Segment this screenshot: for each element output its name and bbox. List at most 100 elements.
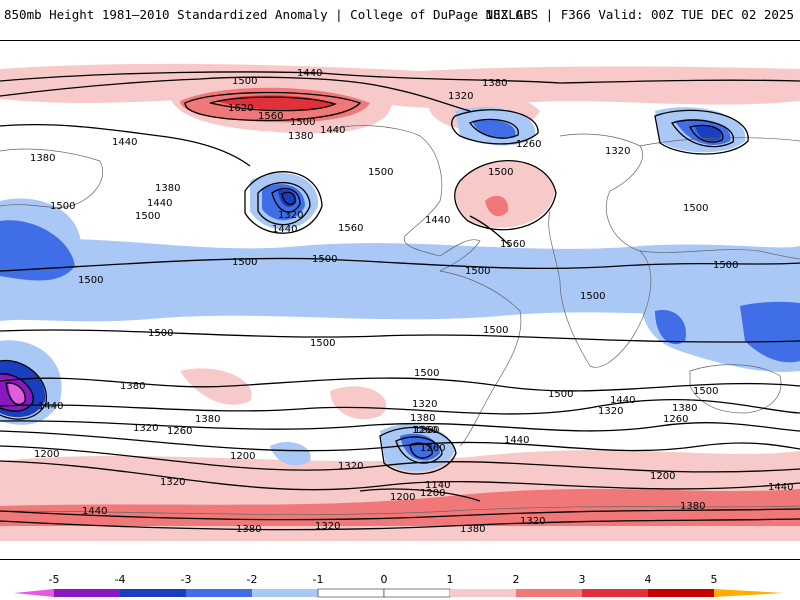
- shade-neg1-tropics: [0, 238, 800, 322]
- contour-1380-antarctic: [0, 508, 800, 521]
- contour-indian-south-low-3: [5, 382, 26, 406]
- contour-south-pacific-low-2: [395, 436, 443, 464]
- contour-1500-tropics: [0, 257, 800, 272]
- shade-pos1-south-atlantic: [330, 386, 387, 420]
- contour-nepac-low-4: [281, 191, 296, 205]
- contour-1140-antarctic: [359, 488, 481, 502]
- contour-1500-south-tropics: [0, 329, 800, 343]
- contour-label: 1380: [30, 153, 55, 164]
- shade-pos2-southern-band: [0, 489, 800, 526]
- contour-label: 1440: [768, 482, 793, 493]
- contour-label: 1500: [232, 257, 257, 268]
- contour-label: 1260: [516, 139, 541, 150]
- contour-label: 1440: [272, 224, 297, 235]
- contour-label: 1320: [133, 423, 158, 434]
- shade-pos2-atlantic: [485, 195, 509, 217]
- contour-1200-scandinavia: [689, 124, 724, 143]
- contour-label: 1440: [147, 198, 172, 209]
- contour-label: 1320: [605, 146, 630, 157]
- contour-1620-ridge: [209, 96, 337, 112]
- colorbar-seg-pos2: [516, 589, 582, 597]
- contour-label: 1500: [713, 260, 738, 271]
- contour-1320-scandinavia: [654, 109, 749, 155]
- contour-label: 1500: [78, 275, 103, 286]
- contour-south-pacific-low-3: [409, 442, 433, 459]
- contour-label: 1320: [338, 461, 363, 472]
- contour-label: 1440: [320, 125, 345, 136]
- contour-label: 1440: [504, 435, 529, 446]
- contour-label: 1380: [680, 501, 705, 512]
- contour-label: 1500: [148, 328, 173, 339]
- contour-label: 1500: [310, 338, 335, 349]
- contour-label: 1500: [488, 167, 513, 178]
- contour-1260-greenland: [468, 118, 519, 139]
- contour-label: 1380: [672, 403, 697, 414]
- contour-label: 1500: [232, 76, 257, 87]
- coast-europe-africa: [548, 133, 652, 368]
- colorbar-label: -3: [181, 573, 192, 586]
- contour-label: 1500: [368, 167, 393, 178]
- colorbar-seg-neg5: [54, 589, 120, 597]
- coast-south-america: [439, 270, 522, 447]
- contour-label: 1560: [338, 223, 363, 234]
- contour-label: 1320: [412, 399, 437, 410]
- shade-neg2-australia-west: [655, 310, 686, 345]
- contour-label: 1200: [390, 492, 415, 503]
- contour-label: 1380: [236, 524, 261, 535]
- colorbar-label: -2: [247, 573, 258, 586]
- contour-nepac-low-1: [244, 171, 323, 234]
- contour-1500-south-sub: [0, 377, 800, 392]
- colorbar-label: -5: [49, 573, 60, 586]
- coastlines: [0, 125, 800, 515]
- contour-1560-atlantic: [469, 215, 511, 247]
- shade-pos1-atlantic: [455, 161, 555, 228]
- contour-label: 1440: [82, 506, 107, 517]
- colorbar-labels: -5 -4 -3 -2 -1 0 1 2 3 4 5: [49, 573, 718, 586]
- colorbar-seg-neg1: [317, 588, 385, 598]
- coast-australia: [689, 364, 782, 414]
- contour-label: 1260: [167, 426, 192, 437]
- contour-label: 1200: [420, 488, 445, 499]
- contour-label: 1320: [448, 91, 473, 102]
- contour-label: 1500: [580, 291, 605, 302]
- colorbar-seg-pos3: [582, 589, 648, 597]
- colorbar-seg-pos1: [450, 589, 516, 597]
- colorbar-label: -1: [313, 573, 324, 586]
- contour-label: 1440: [297, 68, 322, 79]
- colorbar-segments: [14, 588, 784, 598]
- contour-1380-south: [0, 420, 800, 432]
- anomaly-shading: [0, 63, 800, 541]
- map-title: 850mb Height 1981–2010 Standardized Anom…: [4, 7, 531, 22]
- contour-label: 1140: [425, 480, 450, 491]
- height-contours: [0, 71, 800, 531]
- contour-1320-south: [0, 430, 800, 452]
- contour-label: 1500: [290, 117, 315, 128]
- contour-label: 1320: [160, 477, 185, 488]
- contour-label: 1380: [288, 131, 313, 142]
- shade-pos1-north-band: [0, 63, 800, 109]
- contour-label: 1380: [482, 78, 507, 89]
- shade-neg3-scandinavia-core: [695, 125, 721, 141]
- world-anomaly-map: 1440 1500 1620 1560 1500 1440 1380 1380 …: [0, 40, 800, 560]
- colorbar-label: 4: [645, 573, 652, 586]
- contour-1260-scandinavia: [670, 119, 734, 148]
- colorbar-label: 0: [381, 573, 388, 586]
- contour-nepac-low-3: [271, 187, 301, 213]
- colorbar-seg-pos4: [648, 589, 714, 597]
- colorbar-label: 2: [513, 573, 520, 586]
- contour-label: 1500: [50, 201, 75, 212]
- contour-label: 1560: [500, 239, 525, 250]
- contour-label: 1440: [610, 395, 635, 406]
- contour-label: 1380: [155, 183, 180, 194]
- contour-label: 1500: [414, 368, 439, 379]
- contour-label: 1320: [598, 406, 623, 417]
- contour-label: 1320: [520, 516, 545, 527]
- contour-1320-greenland: [451, 109, 539, 145]
- contour-indian-south-low-1: [0, 359, 47, 420]
- colorbar-arrow-high: [714, 589, 784, 597]
- contour-1200-south: [0, 460, 800, 491]
- contour-nepac-low-2: [257, 181, 311, 226]
- contour-label: 1500: [693, 386, 718, 397]
- anomaly-colorbar: -5 -4 -3 -2 -1 0 1 2 3 4 5: [14, 573, 784, 598]
- shade-neg2-india: [0, 220, 75, 281]
